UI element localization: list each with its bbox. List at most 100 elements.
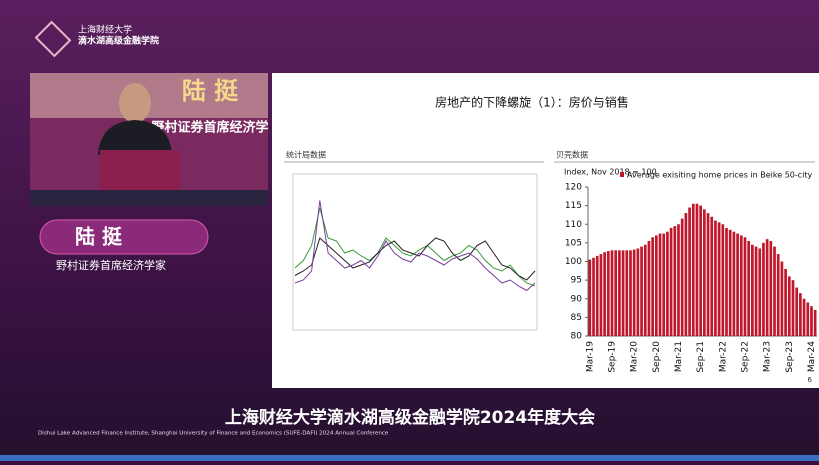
y-tick-label: 85 [571,313,582,323]
y-tick-label: 120 [565,183,582,193]
logo-text: 上海财经大学 [78,24,132,36]
bar [618,250,621,336]
bar [714,220,717,336]
x-tick-label: Mar-24 [807,341,817,372]
bar [710,216,714,336]
bar [795,287,799,336]
bar [806,302,810,336]
bar [677,224,680,336]
bar [662,233,666,336]
bar [802,298,806,336]
speaker-banner: 陆 挺 野村证券首席经济学家 [39,219,209,272]
bar [654,235,658,336]
bar [754,246,758,336]
x-tick-label: Mar-21 [674,341,684,372]
x-tick-label: Sep-22 [740,341,750,373]
page-number: 6 [808,376,813,384]
bar [640,246,643,336]
bar [599,254,603,336]
bar [725,227,728,336]
y-tick-label: 105 [565,238,582,248]
backdrop-name: 陆 挺 [182,77,239,105]
bar [732,231,736,336]
bar [721,224,725,336]
bar [610,250,614,336]
y-axis-label: Index, Nov 2018 = 100 [564,168,657,177]
bar [765,239,769,336]
bar [787,276,791,336]
bar [728,229,732,336]
bar [603,252,606,336]
bar [773,246,776,336]
footer-subtitle: Dishui Lake Advanced Finance Institute, … [38,431,389,437]
video: 陆 挺 野村证券首席经济学 [30,73,269,206]
legend-swatch [620,172,624,177]
bar [643,244,647,336]
bar [810,306,813,336]
left-chart-label: 统计局数据 [286,150,326,160]
y-tick-label: 95 [571,276,582,286]
bar [784,268,787,336]
y-tick-label: 90 [571,294,583,304]
logo: 上海财经大学 滴水湖高级金融学院 [34,20,159,58]
bar [703,209,706,336]
bar [706,213,710,336]
legend-label: Average exisiting home prices in Beike 5… [627,171,813,180]
bar [799,293,802,336]
bar [762,242,765,336]
logo-text: 滴水湖高级金融学院 [78,35,159,47]
bar [747,241,751,336]
footer-title: 上海财经大学滴水湖高级金融学院2024年度大会 [225,407,595,428]
speaker-name: 陆 挺 [75,225,123,249]
bar [614,250,618,336]
slide [272,73,819,388]
x-tick-label: Mar-23 [763,341,773,372]
x-tick-label: Mar-20 [630,341,640,372]
backdrop-title: 野村证券首席经济学 [151,120,268,136]
bar [629,250,632,336]
y-tick-label: 100 [565,257,582,267]
bar [813,309,817,336]
bar [699,205,702,336]
line-series [294,207,536,287]
x-tick-label: Sep-21 [696,341,706,373]
bar [780,261,784,336]
x-tick-label: Sep-20 [652,341,662,373]
bar [658,233,662,336]
bar [717,222,721,336]
bar [680,218,684,336]
bar [751,244,754,336]
bar [791,280,795,336]
plot-frame [292,173,538,331]
bar [666,231,669,336]
bar [758,248,762,336]
x-tick-label: Mar-22 [718,341,728,372]
bar [588,259,592,336]
bar [625,250,629,336]
bar [684,213,688,336]
bar [636,248,640,336]
bar [736,233,739,336]
x-tick-label: Sep-19 [608,341,618,373]
y-tick-label: 110 [565,220,582,230]
bar [592,257,595,336]
bar [647,241,651,336]
bar [595,255,599,336]
y-tick-label: 80 [571,332,583,342]
bar [776,254,780,336]
bar [695,203,699,336]
slide-title: 房地产的下降螺旋（1）：房价与销售 [435,95,629,110]
bar [691,203,695,336]
bar [669,227,673,336]
bar [688,207,691,336]
y-tick-label: 115 [565,201,582,211]
line-series [294,200,536,292]
speaker-title: 野村证券首席经济学家 [56,258,166,272]
x-tick-label: Sep-23 [785,341,795,373]
bottom-strip [0,455,819,461]
bar [743,237,747,336]
bar [632,249,636,336]
bar [651,237,654,336]
